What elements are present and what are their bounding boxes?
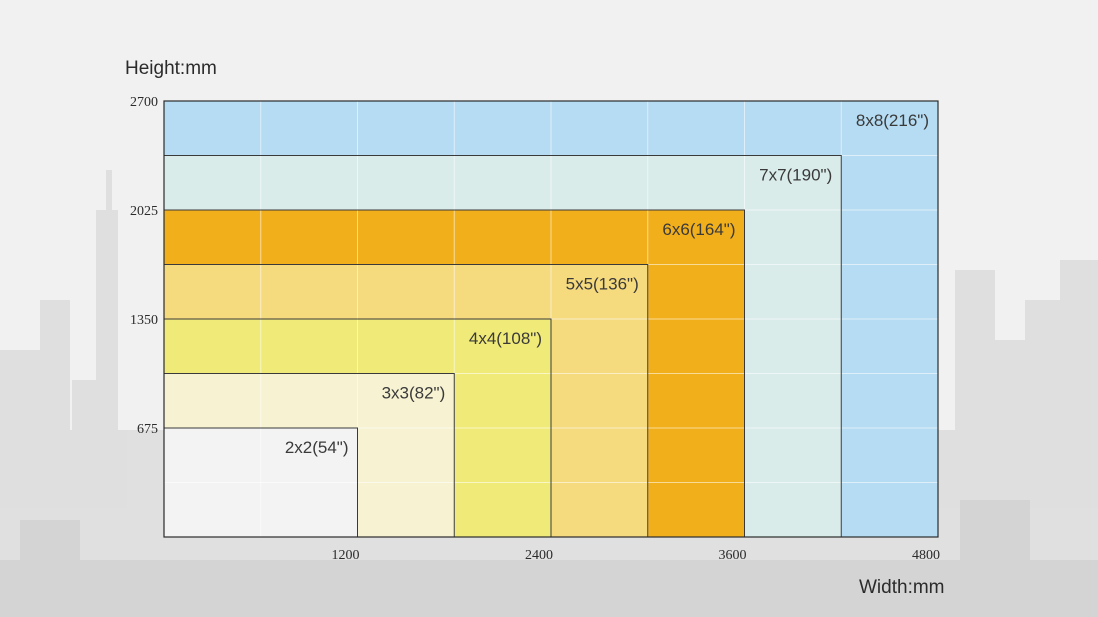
size-label-4x4-108: 4x4(108") <box>469 329 542 348</box>
size-label-8x8-216: 8x8(216") <box>856 111 929 130</box>
x-tick-2400: 2400 <box>525 548 553 563</box>
y-tick-2025: 2025 <box>130 204 158 219</box>
size-outline-2x2-54 <box>164 427 358 537</box>
x-tick-3600: 3600 <box>719 548 747 563</box>
size-outline-5x5-136 <box>164 264 649 537</box>
x-tick-labels: 1200 2400 3600 4800 <box>332 548 941 563</box>
x-tick-4800: 4800 <box>912 548 940 563</box>
plot-frame <box>163 100 939 538</box>
y-tick-1350: 1350 <box>130 313 158 328</box>
size-outline-4x4-108 <box>164 318 552 537</box>
x-tick-1200: 1200 <box>332 548 360 563</box>
size-label-3x3-82: 3x3(82") <box>382 384 446 403</box>
size-label-2x2-54: 2x2(54") <box>285 438 349 457</box>
size-label-7x7-190: 7x7(190") <box>759 166 832 185</box>
size-outline-3x3-82 <box>164 373 455 537</box>
y-tick-2700: 2700 <box>130 95 158 110</box>
size-outlines <box>164 155 842 537</box>
size-outline-7x7-190 <box>164 155 842 537</box>
size-outline-6x6-164 <box>164 209 745 537</box>
size-labels: 8x8(216") 7x7(190") 6x6(164") 5x5(136") 4x4(… <box>285 111 929 457</box>
y-tick-675: 675 <box>137 422 158 437</box>
y-axis-title: Height:mm <box>125 58 217 79</box>
size-label-5x5-136: 5x5(136") <box>566 275 639 294</box>
y-tick-labels: 675 1350 2025 2700 <box>130 95 158 437</box>
x-axis-title: Width:mm <box>859 577 945 598</box>
size-label-6x6-164: 6x6(164") <box>662 220 735 239</box>
